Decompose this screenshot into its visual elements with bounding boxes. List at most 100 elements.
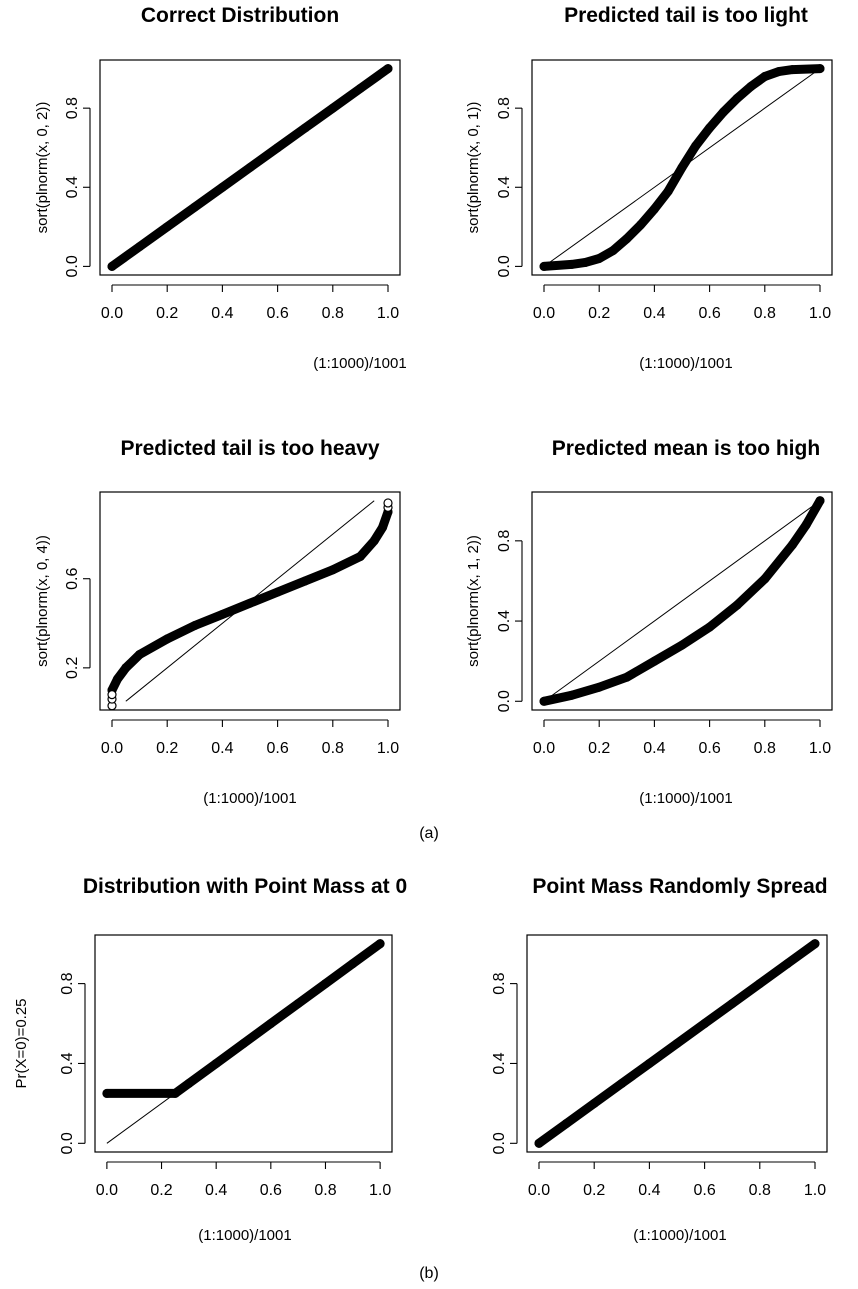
chart-title: Distribution with Point Mass at 0	[83, 875, 407, 898]
x-tick-label: 0.2	[156, 305, 178, 322]
data-point	[162, 222, 172, 232]
data-point	[107, 261, 117, 271]
data-point	[245, 163, 255, 172]
x-tick-label: 0.6	[260, 1182, 282, 1199]
y-tick-label: 0.6	[64, 567, 81, 589]
x-tick-label: 0.2	[583, 1182, 605, 1199]
data-point	[567, 690, 577, 700]
x-tick-label: 0.2	[150, 1182, 172, 1199]
data-point	[636, 220, 646, 230]
data-point	[135, 649, 145, 659]
data-point	[691, 141, 701, 151]
data-point	[622, 234, 632, 244]
data-point	[815, 64, 825, 74]
data-point	[184, 1078, 194, 1088]
data-point	[355, 83, 365, 93]
data-point	[672, 1039, 682, 1048]
data-point	[732, 600, 742, 610]
data-point	[746, 81, 756, 91]
x-tick-label: 0.6	[698, 740, 720, 757]
data-point	[293, 999, 303, 1009]
x-axis-label: (1:1000)/1001	[198, 1227, 291, 1244]
x-tick-label: 0.6	[698, 305, 720, 322]
data-point	[162, 634, 172, 644]
data-point	[239, 1039, 248, 1048]
x-tick-label: 0.6	[693, 1182, 715, 1199]
data-point	[787, 540, 797, 550]
data-point	[677, 640, 687, 650]
chart-panel-5: Distribution with Point Mass at 0 0.0 0.2 0…	[13, 875, 407, 1244]
y-tick-label: 0.4	[491, 1052, 508, 1074]
data-point	[727, 999, 737, 1009]
data-point	[273, 587, 283, 597]
data-point-open	[107, 689, 117, 700]
data-point	[782, 959, 792, 969]
data-point	[760, 574, 770, 584]
x-axis-label: (1:1000)/1001	[313, 355, 406, 372]
x-tick-label: 0.4	[211, 305, 233, 322]
y-tick-label: 0.4	[59, 1052, 76, 1074]
x-tick-label: 0.4	[205, 1182, 227, 1199]
x-tick-label: 0.8	[322, 305, 344, 322]
data-point	[774, 67, 784, 77]
data-point	[705, 123, 715, 133]
data-point	[383, 64, 393, 74]
data-point	[755, 979, 765, 989]
data-series-curve	[102, 939, 385, 1098]
data-point	[644, 1058, 654, 1068]
data-point	[567, 259, 577, 269]
data-point	[355, 551, 365, 561]
data-point	[377, 522, 387, 532]
plot-frame	[99, 59, 401, 276]
x-tick-label: 0.0	[533, 305, 555, 322]
data-point	[787, 65, 797, 75]
y-axis-label: sort(plnorm(x, 1, 2))	[465, 535, 482, 667]
x-tick-label: 1.0	[809, 740, 831, 757]
chart-title: Point Mass Randomly Spread	[532, 875, 827, 898]
data-point	[190, 621, 200, 631]
x-tick-label: 0.4	[643, 740, 665, 757]
x-tick-label: 0.0	[96, 1182, 118, 1199]
y-tick-label: 0.0	[496, 255, 513, 277]
y-tick-label: 0.4	[496, 610, 513, 632]
data-point	[534, 1138, 544, 1148]
data-point	[594, 682, 604, 692]
x-tick-label: 1.0	[369, 1182, 391, 1199]
x-tick-label: 0.4	[638, 1182, 660, 1199]
x-tick-label: 0.8	[322, 740, 344, 757]
x-tick-label: 1.0	[804, 1182, 826, 1199]
x-tick-label: 0.8	[754, 305, 776, 322]
data-point	[348, 959, 358, 969]
data-point	[135, 242, 145, 252]
chart-panel-4: Predicted mean is too high 0.0 0.2 0.4 0.6 0.…	[465, 437, 833, 807]
chart-title: Predicted mean is too high	[552, 437, 820, 460]
data-point	[217, 182, 227, 192]
y-tick-label: 0.0	[496, 690, 513, 712]
chart-title: Correct Distribution	[141, 4, 339, 27]
x-tick-label: 0.0	[533, 740, 555, 757]
data-point	[810, 939, 820, 949]
y-tick-label: 0.8	[491, 972, 508, 994]
data-point	[815, 496, 825, 506]
data-point	[300, 576, 310, 586]
data-point	[113, 674, 123, 684]
x-tick-label: 0.6	[266, 740, 288, 757]
x-tick-label: 0.2	[588, 740, 610, 757]
x-tick-label: 0.4	[211, 740, 233, 757]
data-point	[300, 123, 310, 133]
x-tick-label: 0.8	[314, 1182, 336, 1199]
data-point	[594, 253, 604, 263]
data-point	[562, 1118, 572, 1128]
panel-label-b: (b)	[419, 1265, 439, 1282]
data-point	[273, 143, 283, 153]
data-point	[801, 520, 811, 530]
x-tick-label: 0.6	[266, 305, 288, 322]
data-point	[663, 186, 673, 196]
data-point	[705, 622, 715, 632]
panel-label-a: (a)	[419, 825, 439, 842]
data-point	[121, 663, 131, 673]
y-tick-label: 0.4	[496, 176, 513, 198]
data-point	[170, 1088, 180, 1098]
data-point	[649, 204, 659, 214]
